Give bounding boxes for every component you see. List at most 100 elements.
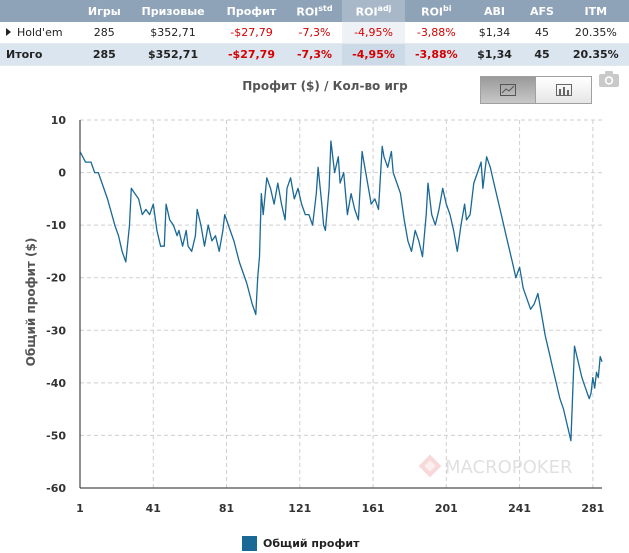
legend-label: Общий профит	[263, 537, 360, 550]
table-cell: -$27,79	[216, 43, 287, 66]
table-cell: 20.35%	[562, 22, 629, 44]
cell-value: $1,34	[477, 48, 512, 61]
table-cell: $352,71	[129, 22, 217, 44]
table-cell: 285	[78, 22, 130, 44]
x-tick-label: 201	[435, 502, 458, 515]
column-header[interactable]	[0, 0, 79, 22]
column-header-label: ABI	[484, 4, 506, 18]
x-tick-label: 281	[581, 502, 604, 515]
cell-value: Hold'em	[17, 26, 63, 39]
stats-header-row: Игры Призовые Профит ROIstd ROIadj ROIbi ABI AF…	[0, 0, 629, 22]
x-tick-label: 41	[146, 502, 161, 515]
table-cell: -3,88%	[404, 43, 468, 66]
column-header[interactable]: ROIadj	[342, 0, 405, 22]
series-line	[79, 140, 603, 442]
chart-title: Профит ($) / Кол-во игр	[242, 79, 408, 93]
cell-value: 45	[534, 48, 550, 61]
y-tick-label: 0	[58, 167, 66, 180]
cell-value: $352,71	[148, 48, 199, 61]
table-cell: -3,88%	[404, 22, 468, 44]
cell-value: -3,88%	[414, 48, 458, 61]
column-header[interactable]: ITM	[562, 0, 629, 22]
chart-series	[79, 140, 603, 442]
column-header-label: ROI	[296, 5, 319, 19]
chart-legend: Общий профит	[242, 536, 359, 551]
table-cell: 45	[521, 43, 563, 66]
x-tick-label: 1	[76, 502, 84, 515]
cell-value: $352,71	[150, 26, 196, 39]
cell-value: 45	[534, 26, 549, 39]
column-header[interactable]: Профит	[216, 0, 287, 22]
table-cell: 285	[78, 43, 130, 66]
chart-grid	[79, 119, 602, 489]
cell-value: Итого	[6, 48, 43, 61]
watermark: MACROPOKER	[418, 454, 572, 478]
table-cell: Hold'em	[0, 22, 79, 44]
column-header-label: ROI	[421, 5, 444, 19]
x-tick-label: 241	[508, 502, 531, 515]
column-header[interactable]: ROIstd	[286, 0, 343, 22]
column-header-superscript: std	[318, 3, 333, 13]
chart-plot: MACROPOKER 10 0 -10 -20 -30 -40 -50 -60 1 41 81 121…	[24, 114, 604, 515]
camera-icon[interactable]	[598, 70, 620, 88]
y-tick-label: -30	[46, 324, 66, 337]
cell-value: -$27,79	[227, 48, 275, 61]
column-header-label: ROI	[355, 5, 378, 19]
column-header-label: AFS	[530, 4, 554, 18]
y-tick-label: -10	[46, 219, 66, 232]
table-row[interactable]: Hold'em 285 $352,71 -$27,79 -7,3% -4,95% -3,88…	[0, 22, 629, 44]
stats-table: Игры Призовые Профит ROIstd ROIadj ROIbi ABI AF…	[0, 0, 629, 66]
chart-axes: 10 0 -10 -20 -30 -40 -50 -60 1 41 81 121 161 201 241 28…	[46, 114, 604, 515]
column-header-superscript: bi	[443, 3, 452, 13]
table-cell: $1,34	[467, 43, 522, 66]
y-axis-label: Общий профит ($)	[24, 238, 38, 367]
table-cell: Итого	[0, 43, 79, 66]
x-tick-label: 161	[362, 502, 385, 515]
column-header-label: Игры	[87, 4, 121, 18]
table-cell: 45	[521, 22, 563, 44]
expand-arrow-icon[interactable]	[6, 28, 11, 36]
line-chart-button[interactable]	[480, 76, 536, 104]
y-tick-label: -40	[46, 377, 66, 390]
watermark-text: MACROPOKER	[445, 457, 572, 478]
table-cell: -4,95%	[342, 43, 405, 66]
x-tick-label: 121	[288, 502, 311, 515]
y-tick-label: 10	[51, 114, 67, 127]
cell-value: 285	[93, 26, 115, 39]
y-tick-label: -50	[46, 429, 66, 442]
table-cell: -7,3%	[286, 22, 343, 44]
cell-value: 20.35%	[574, 26, 617, 39]
line-chart-icon	[500, 84, 516, 96]
column-header[interactable]: AFS	[521, 0, 563, 22]
cell-value: -7,3%	[298, 26, 331, 39]
column-header-label: Профит	[226, 4, 277, 18]
column-header-superscript: adj	[377, 3, 392, 13]
table-cell: $352,71	[129, 43, 217, 66]
cell-value: $1,34	[478, 26, 511, 39]
table-cell: -4,95%	[342, 22, 405, 44]
legend-swatch	[242, 536, 257, 551]
cell-value: 285	[92, 48, 116, 61]
column-header-label: ITM	[584, 4, 608, 18]
x-tick-label: 81	[219, 502, 234, 515]
bar-chart-icon	[555, 84, 572, 96]
column-header-label: Призовые	[141, 4, 205, 18]
table-cell: $1,34	[467, 22, 522, 44]
chart-type-toggle	[480, 76, 592, 104]
cell-value: -$27,79	[230, 26, 273, 39]
total-row[interactable]: Итого 285 $352,71 -$27,79 -7,3% -4,95% -3,88% $…	[0, 43, 629, 66]
cell-value: -4,95%	[352, 48, 395, 61]
cell-value: -7,3%	[296, 48, 333, 61]
cell-value: -3,88%	[416, 26, 456, 39]
column-header[interactable]: ABI	[467, 0, 522, 22]
table-cell: 20.35%	[562, 43, 629, 66]
table-cell: -7,3%	[286, 43, 343, 66]
column-header[interactable]: Игры	[78, 0, 130, 22]
column-header[interactable]: Призовые	[129, 0, 217, 22]
y-tick-label: -20	[46, 272, 66, 285]
y-tick-label: -60	[46, 482, 66, 495]
column-header[interactable]: ROIbi	[404, 0, 468, 22]
cell-value: -4,95%	[354, 26, 393, 39]
table-cell: -$27,79	[216, 22, 287, 44]
bar-chart-button[interactable]	[536, 76, 592, 104]
